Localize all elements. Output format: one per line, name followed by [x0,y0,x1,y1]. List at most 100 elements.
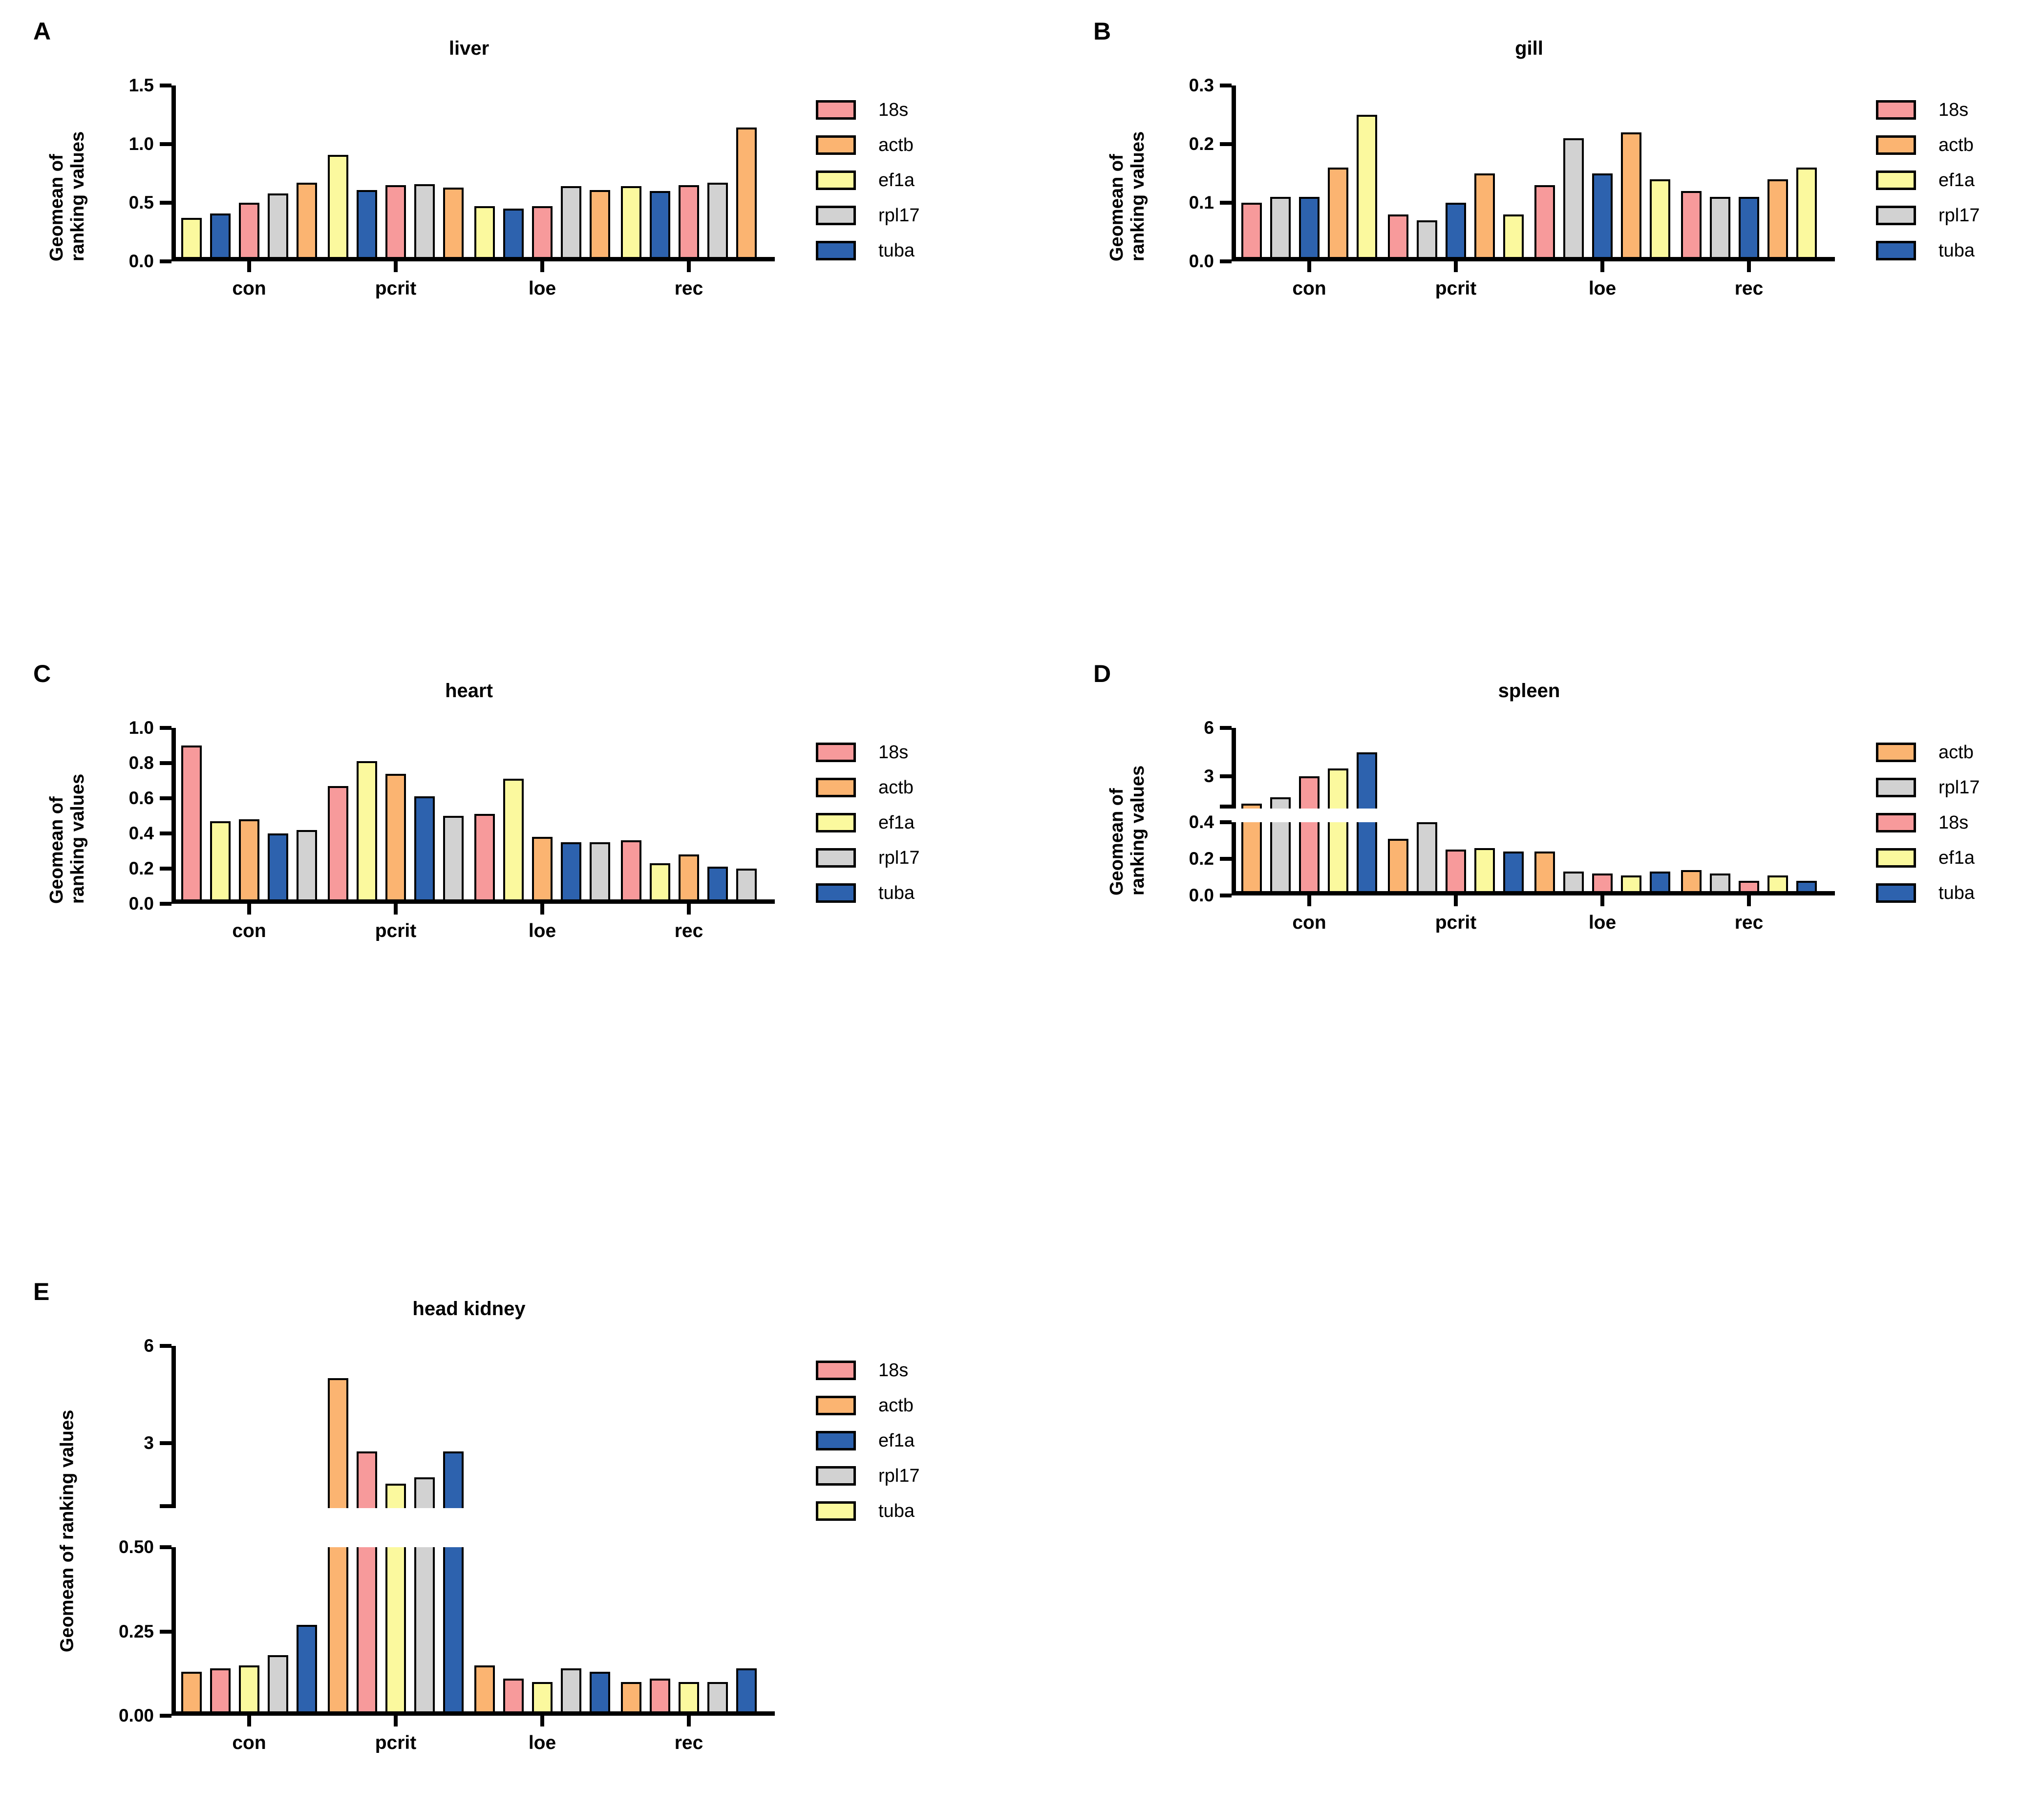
legend-swatch-tuba [1876,883,1916,903]
y-tick [1220,857,1232,861]
x-tick [247,1716,251,1726]
panel-title: gill [1515,38,1543,59]
legend-label: ef1a [1938,170,1975,191]
y-tick-label: 0.2 [1189,134,1214,154]
bar-rpl17-loe [561,186,581,261]
y-tick [160,1441,171,1446]
x-category-label: con [232,278,266,299]
x-category-label: pcrit [375,920,417,941]
legend-swatch-ef1a [816,170,856,190]
legend-swatch-18s [1876,813,1916,832]
y-tick [160,142,171,146]
y-tick-label: 1.5 [128,75,154,95]
x-axis-line [1232,891,1835,895]
y-tick-label: 0.2 [128,858,154,878]
bar-rpl17-con-lower [1270,822,1291,895]
bar-ef1a-con [210,821,231,904]
x-axis-line [171,899,775,904]
y-tick [160,201,171,205]
legend-label: rpl17 [878,205,920,226]
bar-ef1a-pcrit-upper [443,1451,464,1508]
bar-18s-pcrit [385,185,406,261]
bar-rpl17-con [268,193,288,261]
legend-label: 18s [878,1360,909,1381]
axis-segment-upper [176,1346,762,1508]
legend-swatch-tuba [816,241,856,260]
x-category-label: con [1292,278,1326,299]
bar-tuba-con-lower [1357,822,1377,895]
bar-actb-pcrit [1388,838,1408,895]
x-tick [394,261,398,272]
x-category-label: pcrit [375,1732,417,1753]
legend-swatch-rpl17 [816,848,856,868]
bar-actb-pcrit-lower [328,1547,348,1716]
x-category-label: loe [1588,912,1617,933]
bar-ef1a-con [297,1624,317,1716]
y-tick [160,259,171,263]
y-tick [160,761,171,765]
y-tick-label: 3 [144,1433,154,1453]
y-axis-line-lower [171,1547,176,1716]
bar-tuba-pcrit-upper [385,1484,406,1508]
bar-tuba-rec [707,867,728,904]
bar-rpl17-rec [1710,197,1730,261]
x-tick [540,1716,544,1726]
bar-rpl17-rec [707,1682,728,1716]
bar-18s-loe [503,1679,524,1716]
bar-18s-con [210,1668,231,1716]
bar-18s-rec [621,840,641,904]
bar-ef1a-rec [621,186,641,261]
legend-swatch-actb [1876,743,1916,762]
x-category-label: loe [528,278,556,299]
bar-rpl17-rec [736,869,757,904]
bar-tuba-pcrit [414,796,435,904]
bar-tuba-loe [1592,173,1613,261]
legend-swatch-ef1a [1876,848,1916,868]
bar-actb-con-upper [1241,804,1262,809]
bar-ef1a-rec [1796,168,1817,261]
x-tick [540,261,544,272]
legend-swatch-rpl17 [1876,778,1916,797]
bar-actb-con-lower [1241,822,1262,895]
bar-18s-pcrit-lower [357,1547,377,1716]
bar-tuba-loe [561,842,581,904]
y-tick [1220,820,1232,824]
panel-letter: A [33,18,51,45]
x-tick [540,904,544,915]
legend-label: rpl17 [1938,205,1980,226]
bar-rpl17-loe [1563,138,1584,261]
y-tick-label: 0.00 [118,1705,154,1726]
bar-rpl17-pcrit-upper [414,1477,435,1508]
legend-label: actb [1938,135,1974,155]
y-tick [160,1545,171,1549]
legend-swatch-18s [816,1361,856,1380]
x-category-label: loe [1588,278,1617,299]
legend-label: actb [878,135,914,155]
bar-18s-con-lower [1299,822,1320,895]
bar-18s-rec [679,185,699,261]
x-tick [1747,261,1751,272]
bar-rpl17-rec [707,183,728,261]
bar-ef1a-pcrit [1503,214,1524,261]
bar-rpl17-loe [561,1668,581,1716]
y-tick-label: 3 [1204,766,1214,786]
y-tick-label: 0.4 [128,823,154,843]
x-category-label: con [232,1732,266,1753]
bar-18s-rec [1681,191,1702,261]
legend-swatch-actb [816,778,856,797]
y-tick [160,867,171,871]
axis-segment-upper [1236,728,1822,809]
axis-segment [176,85,762,261]
y-tick-label: 1.0 [128,134,154,154]
panel-letter: B [1093,18,1111,45]
x-tick [394,904,398,915]
y-axis-line [171,728,176,904]
bar-tuba-rec [679,1682,699,1716]
x-tick [1600,895,1604,906]
x-tick [247,261,251,272]
x-tick [1307,261,1311,272]
legend-label: 18s [1938,812,1969,833]
bar-ef1a-pcrit [1474,848,1495,895]
